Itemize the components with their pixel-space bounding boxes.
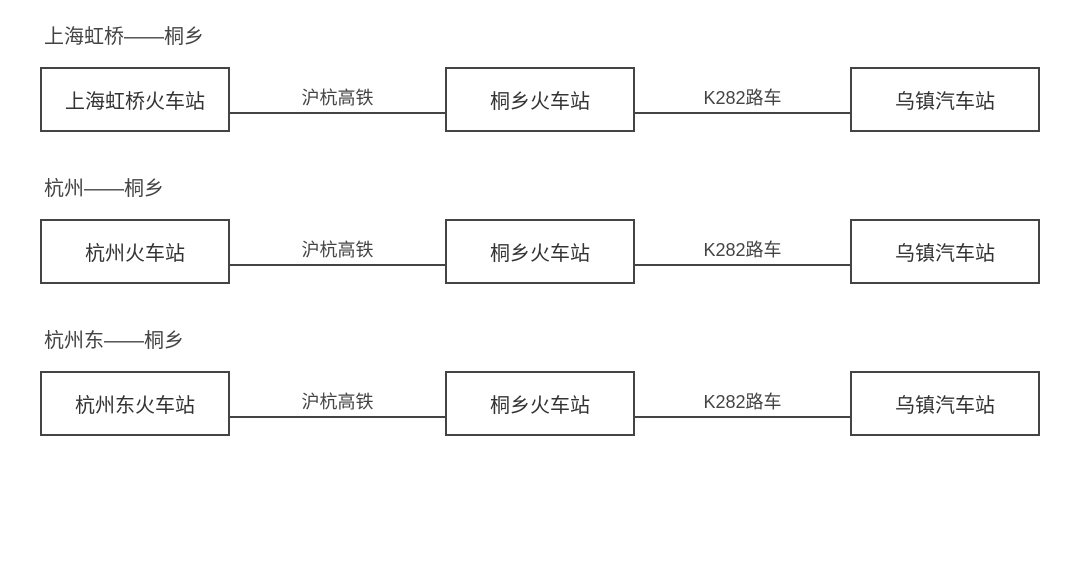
edge-label: K282路车 (703, 236, 781, 262)
route-edge: K282路车 (635, 86, 850, 114)
edge-label: 沪杭高铁 (302, 84, 374, 110)
route-edge: K282路车 (635, 238, 850, 266)
station-node: 乌镇汽车站 (850, 219, 1040, 284)
station-node: 杭州火车站 (40, 219, 230, 284)
edge-line (230, 416, 445, 418)
route-1: 上海虹桥——桐乡 上海虹桥火车站 沪杭高铁 桐乡火车站 K282路车 乌镇汽车站 (40, 20, 1040, 132)
route-title: 杭州——桐乡 (44, 172, 1040, 201)
route-flow: 上海虹桥火车站 沪杭高铁 桐乡火车站 K282路车 乌镇汽车站 (40, 67, 1040, 132)
route-edge: 沪杭高铁 (230, 390, 445, 418)
route-2: 杭州——桐乡 杭州火车站 沪杭高铁 桐乡火车站 K282路车 乌镇汽车站 (40, 172, 1040, 284)
edge-line (635, 112, 850, 114)
edge-label: 沪杭高铁 (302, 236, 374, 262)
station-node: 乌镇汽车站 (850, 67, 1040, 132)
edge-label: 沪杭高铁 (302, 388, 374, 414)
route-flow: 杭州火车站 沪杭高铁 桐乡火车站 K282路车 乌镇汽车站 (40, 219, 1040, 284)
route-3: 杭州东——桐乡 杭州东火车站 沪杭高铁 桐乡火车站 K282路车 乌镇汽车站 (40, 324, 1040, 436)
route-title: 上海虹桥——桐乡 (44, 20, 1040, 49)
edge-line (230, 112, 445, 114)
edge-label: K282路车 (703, 388, 781, 414)
edge-label: K282路车 (703, 84, 781, 110)
station-node: 杭州东火车站 (40, 371, 230, 436)
route-edge: 沪杭高铁 (230, 238, 445, 266)
route-edge: K282路车 (635, 390, 850, 418)
station-node: 上海虹桥火车站 (40, 67, 230, 132)
station-node: 桐乡火车站 (445, 371, 635, 436)
edge-line (635, 416, 850, 418)
station-node: 乌镇汽车站 (850, 371, 1040, 436)
station-node: 桐乡火车站 (445, 219, 635, 284)
route-flow: 杭州东火车站 沪杭高铁 桐乡火车站 K282路车 乌镇汽车站 (40, 371, 1040, 436)
route-edge: 沪杭高铁 (230, 86, 445, 114)
edge-line (635, 264, 850, 266)
edge-line (230, 264, 445, 266)
station-node: 桐乡火车站 (445, 67, 635, 132)
route-title: 杭州东——桐乡 (44, 324, 1040, 353)
